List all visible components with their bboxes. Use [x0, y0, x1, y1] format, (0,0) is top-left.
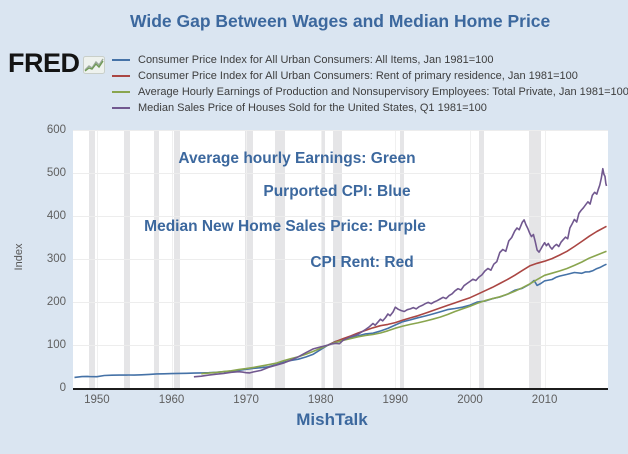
legend-label: Average Hourly Earnings of Production an…: [138, 86, 628, 98]
series-line-cpi-all-items: [74, 263, 607, 379]
legend-label: Consumer Price Index for All Urban Consu…: [138, 70, 578, 82]
y-tick-label: 400: [46, 210, 66, 222]
watermark-mishtalk: MishTalk: [296, 410, 368, 429]
chart-annotation: CPI Rent: Red: [310, 254, 414, 271]
x-tick-label: 2000: [457, 394, 483, 406]
x-tick-label: 1970: [233, 394, 259, 406]
legend-dash-purple: [112, 107, 130, 109]
plot-area: Average hourly Earnings: Green Purported …: [73, 130, 608, 388]
x-tick-label: 1950: [84, 394, 110, 406]
page-title: Wide Gap Between Wages and Median Home P…: [130, 11, 551, 31]
y-gridline: [73, 345, 608, 346]
legend-dash-red: [112, 75, 130, 77]
x-axis-line: [73, 388, 608, 390]
legend-dash-green: [112, 91, 130, 93]
fred-logo: FRED: [8, 50, 105, 79]
legend-dash-blue: [112, 59, 130, 61]
y-gridline: [73, 302, 608, 303]
legend-label: Median Sales Price of Houses Sold for th…: [138, 102, 487, 114]
y-tick-label: 100: [46, 339, 66, 351]
legend-item-avg-hourly-earnings: Average Hourly Earnings of Production an…: [112, 85, 628, 101]
chart-annotation: Average hourly Earnings: Green: [178, 150, 416, 167]
chart-annotation: Median New Home Sales Price: Purple: [144, 218, 426, 235]
legend-item-cpi-all-items: Consumer Price Index for All Urban Consu…: [112, 53, 628, 69]
legend-label: Consumer Price Index for All Urban Consu…: [138, 54, 494, 66]
series-line-median-home-price: [193, 167, 608, 378]
y-tick-label: 0: [59, 382, 66, 394]
y-tick-label: 600: [46, 124, 66, 136]
chart-annotation: Purported CPI: Blue: [263, 183, 411, 200]
chart-legend: Consumer Price Index for All Urban Consu…: [112, 53, 628, 117]
x-tick-label: 1980: [307, 394, 334, 406]
y-tick-label: 200: [46, 296, 66, 308]
legend-item-median-home-price: Median Sales Price of Houses Sold for th…: [112, 101, 628, 117]
legend-item-cpi-rent: Consumer Price Index for All Urban Consu…: [112, 69, 628, 85]
y-gridline: [73, 173, 608, 174]
x-tick-label: 2010: [531, 394, 558, 406]
y-gridline: [73, 130, 608, 131]
y-gridline: [73, 259, 608, 260]
y-axis-ticks: 0 100 200 300 400 500 600: [26, 0, 66, 454]
y-tick-label: 300: [46, 253, 66, 265]
series-line-avg-hourly-earnings: [201, 250, 607, 375]
x-tick-label: 1960: [158, 394, 185, 406]
y-tick-label: 500: [46, 167, 66, 179]
x-axis-ticks: 1950 1960 1970 1980 1990 2000 2010: [0, 394, 628, 410]
line-chart-icon: [82, 56, 105, 79]
fred-logo-text: FRED: [8, 48, 80, 78]
x-tick-label: 1990: [382, 394, 409, 406]
series-line-cpi-rent: [327, 225, 607, 346]
chart-lines: [74, 167, 608, 379]
y-gridline: [73, 216, 608, 217]
y-axis-title: Index: [13, 243, 25, 271]
